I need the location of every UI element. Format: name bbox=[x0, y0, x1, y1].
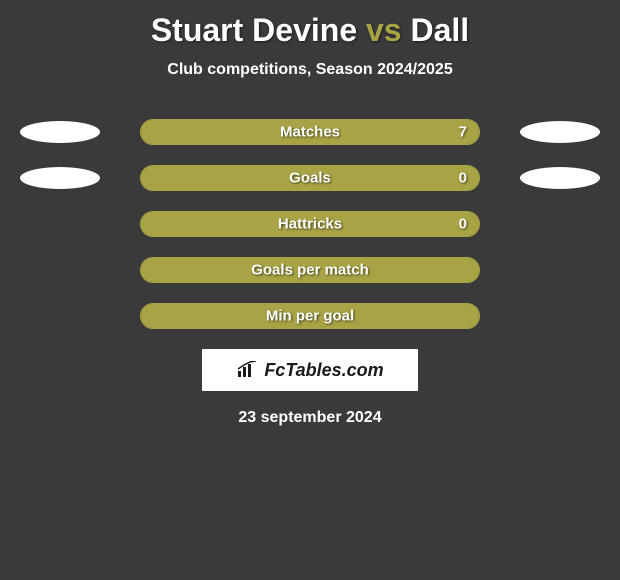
chart-icon bbox=[236, 361, 258, 379]
stat-value-right: 0 bbox=[459, 216, 467, 233]
stat-value-right: 0 bbox=[459, 170, 467, 187]
page-title: Stuart Devine vs Dall bbox=[0, 0, 620, 49]
stat-bar: Min per goal bbox=[140, 303, 480, 329]
stat-value-right: 7 bbox=[459, 124, 467, 141]
subtitle: Club competitions, Season 2024/2025 bbox=[0, 61, 620, 79]
stat-label: Min per goal bbox=[266, 308, 354, 325]
title-player2: Dall bbox=[410, 12, 469, 48]
fctables-logo: FcTables.com bbox=[202, 349, 418, 391]
stat-bar: Hattricks 0 bbox=[140, 211, 480, 237]
stat-bar: Goals per match bbox=[140, 257, 480, 283]
stat-label: Goals per match bbox=[251, 262, 369, 279]
stat-bar: Goals 0 bbox=[140, 165, 480, 191]
ellipse-marker-right bbox=[520, 121, 600, 143]
stat-label: Goals bbox=[289, 170, 331, 187]
ellipse-marker-left bbox=[20, 121, 100, 143]
comparison-chart: Matches 7 Goals 0 Hattricks 0 Goals per match M… bbox=[0, 119, 620, 329]
stat-row: Matches 7 bbox=[0, 119, 620, 145]
stat-bar: Matches 7 bbox=[140, 119, 480, 145]
stat-row: Goals per match bbox=[0, 257, 620, 283]
stat-row: Hattricks 0 bbox=[0, 211, 620, 237]
title-vs: vs bbox=[366, 12, 402, 48]
stat-row: Goals 0 bbox=[0, 165, 620, 191]
logo-text: FcTables.com bbox=[264, 360, 383, 381]
stat-label: Matches bbox=[280, 124, 340, 141]
date-text: 23 september 2024 bbox=[0, 409, 620, 427]
ellipse-marker-right bbox=[520, 167, 600, 189]
title-player1: Stuart Devine bbox=[151, 12, 357, 48]
stat-label: Hattricks bbox=[278, 216, 342, 233]
ellipse-marker-left bbox=[20, 167, 100, 189]
stat-row: Min per goal bbox=[0, 303, 620, 329]
